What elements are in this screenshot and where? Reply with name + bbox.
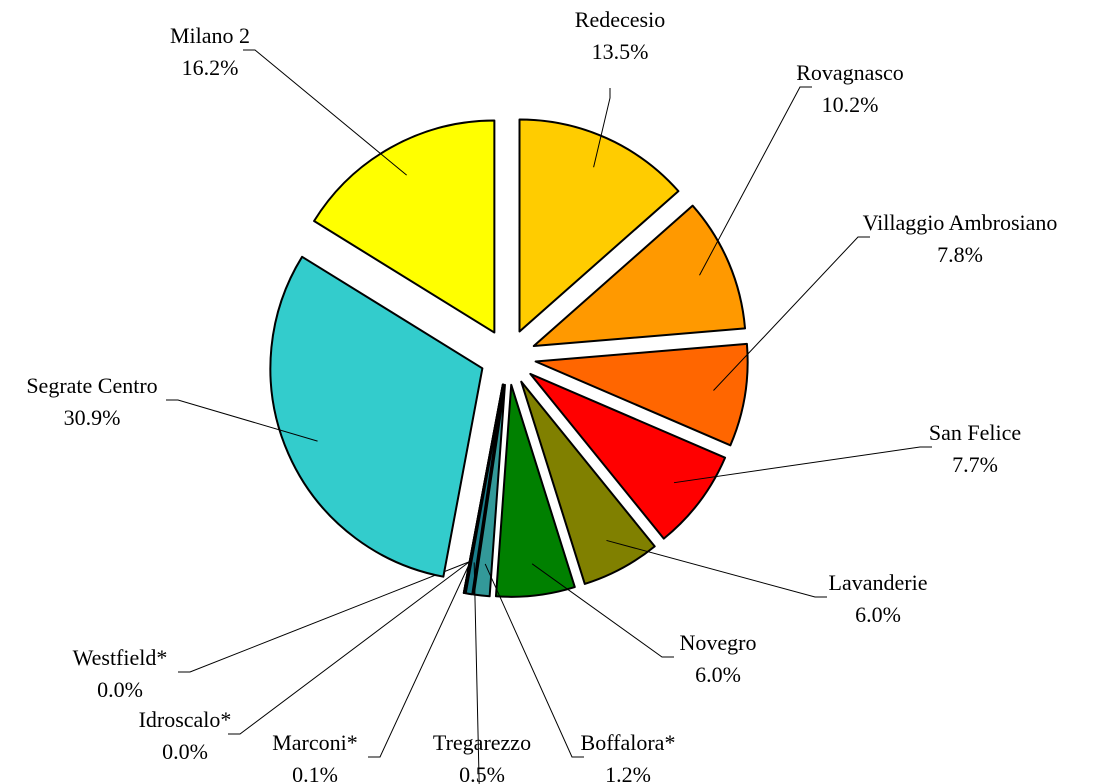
slice-label: Boffalora* xyxy=(581,730,676,755)
pie-slice xyxy=(518,118,680,333)
slice-label: Idroscalo* xyxy=(139,707,232,732)
pie-slice xyxy=(494,383,576,598)
pie-slice xyxy=(534,342,749,447)
slice-value-label: 13.5% xyxy=(592,39,649,64)
slice-label: Rovagnasco xyxy=(796,60,904,85)
slice-value-label: 16.2% xyxy=(182,55,239,80)
slice-value-label: 0.1% xyxy=(292,762,338,784)
slice-value-label: 1.2% xyxy=(605,762,651,784)
slice-label: Novegro xyxy=(680,630,757,655)
pie-slice xyxy=(532,204,747,348)
slice-label: Segrate Centro xyxy=(26,373,157,398)
slice-label: Redecesio xyxy=(575,7,665,32)
leader-line xyxy=(673,446,932,484)
slice-label: Tregarezzo xyxy=(433,730,531,755)
leader-line xyxy=(178,561,470,673)
slice-value-label: 0.5% xyxy=(459,762,505,784)
slice-value-label: 6.0% xyxy=(695,662,741,687)
slice-value-label: 7.8% xyxy=(937,242,983,267)
slice-label: Westfield* xyxy=(73,645,168,670)
leader-line xyxy=(606,539,827,598)
slice-value-label: 6.0% xyxy=(855,602,901,627)
pie-slice xyxy=(520,380,656,585)
pie-slice xyxy=(462,383,504,594)
pie-slice xyxy=(472,383,506,598)
slice-value-label: 0.0% xyxy=(97,677,143,702)
leader-line xyxy=(473,562,480,784)
slice-label: Lavanderie xyxy=(829,570,928,595)
slice-value-label: 0.0% xyxy=(162,739,208,764)
slice-label: San Felice xyxy=(929,420,1021,445)
leader-line xyxy=(713,236,870,391)
leader-line xyxy=(484,563,584,758)
pie-slice xyxy=(529,372,727,540)
leader-line xyxy=(531,563,674,658)
slice-label: Villaggio Ambrosiano xyxy=(863,210,1058,235)
slice-value-label: 10.2% xyxy=(822,92,879,117)
leader-line xyxy=(368,561,471,758)
leader-line xyxy=(228,561,470,735)
leader-line xyxy=(699,86,812,276)
slice-label: Milano 2 xyxy=(170,23,250,48)
leader-line xyxy=(593,88,611,168)
leader-line xyxy=(243,49,407,176)
leader-line xyxy=(166,399,318,442)
pie-slice xyxy=(313,119,496,334)
slice-label: Marconi* xyxy=(272,730,358,755)
slice-value-label: 30.9% xyxy=(64,405,121,430)
slice-value-label: 7.7% xyxy=(952,452,998,477)
pie-slice xyxy=(269,255,484,578)
